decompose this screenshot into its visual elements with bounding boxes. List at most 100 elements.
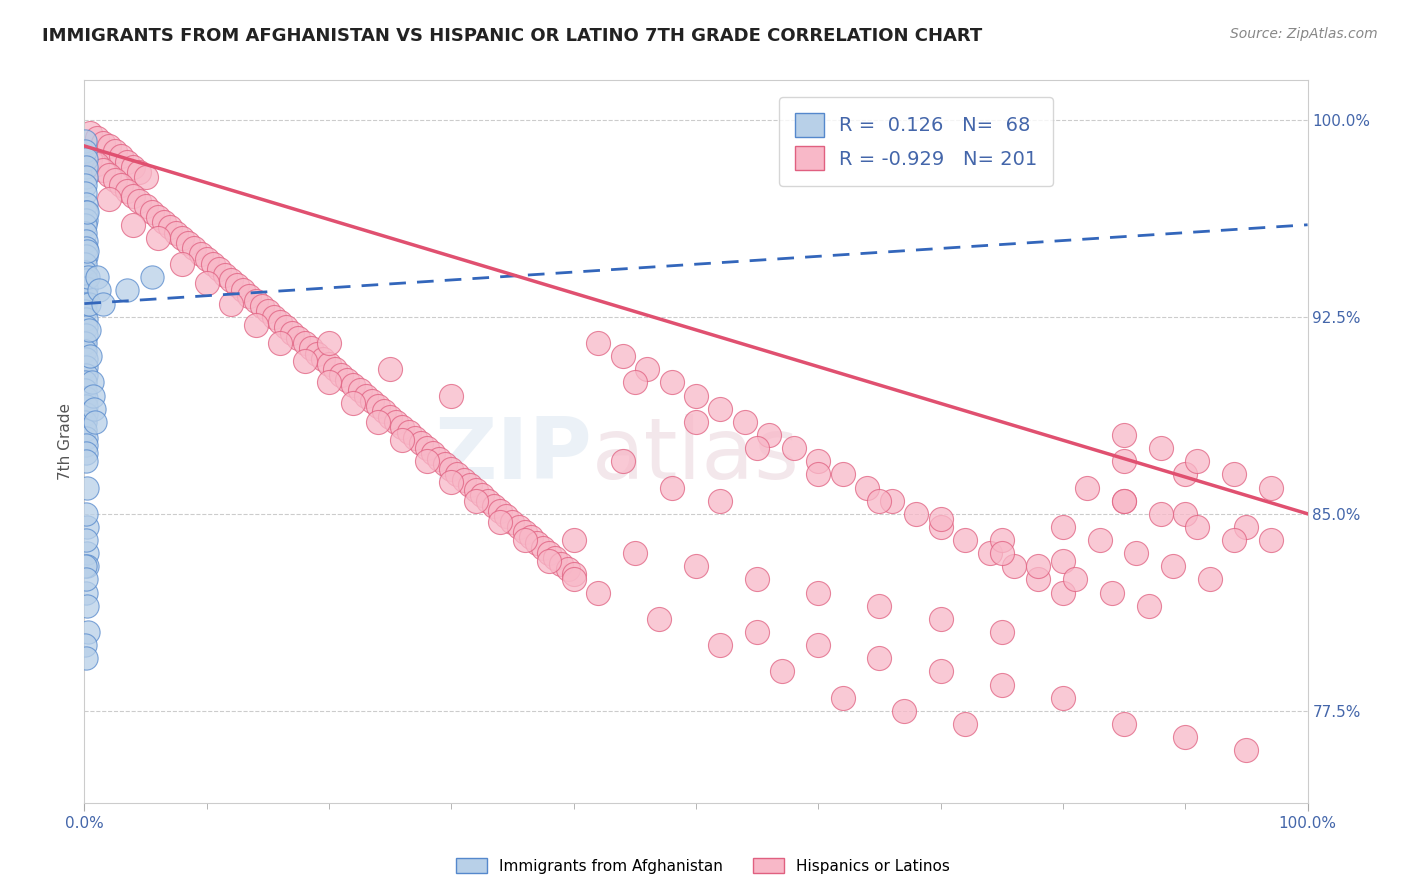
- Point: [373, 404, 395, 418]
- Point: [513, 533, 536, 547]
- Point: [75, 343, 97, 358]
- Point: [953, 533, 976, 547]
- Point: [75, 368, 97, 382]
- Point: [502, 515, 524, 529]
- Point: [612, 454, 634, 468]
- Point: [76, 559, 98, 574]
- Point: [1088, 533, 1111, 547]
- Text: atlas: atlas: [592, 415, 800, 498]
- Point: [1052, 690, 1074, 705]
- Point: [77, 270, 100, 285]
- Point: [508, 520, 530, 534]
- Point: [531, 541, 554, 555]
- Point: [422, 446, 444, 460]
- Point: [91, 296, 114, 310]
- Point: [75, 273, 97, 287]
- Point: [747, 441, 769, 455]
- Point: [75, 234, 97, 248]
- Point: [624, 546, 647, 560]
- Point: [75, 384, 97, 398]
- Point: [831, 467, 853, 482]
- Point: [807, 467, 830, 482]
- Point: [73, 376, 96, 390]
- Point: [76, 520, 98, 534]
- Point: [562, 573, 585, 587]
- Point: [1150, 441, 1173, 455]
- Point: [1161, 559, 1184, 574]
- Point: [905, 507, 928, 521]
- Point: [404, 431, 426, 445]
- Point: [75, 152, 97, 166]
- Point: [79, 126, 101, 140]
- Point: [1198, 573, 1220, 587]
- Point: [299, 341, 322, 355]
- Point: [807, 585, 830, 599]
- Point: [489, 504, 512, 518]
- Point: [979, 546, 1001, 560]
- Point: [385, 415, 408, 429]
- Point: [77, 323, 100, 337]
- Point: [208, 262, 231, 277]
- Point: [464, 493, 486, 508]
- Point: [190, 246, 212, 260]
- Point: [75, 289, 97, 303]
- Point: [349, 384, 371, 398]
- Point: [1236, 520, 1258, 534]
- Point: [1187, 520, 1209, 534]
- Point: [159, 220, 181, 235]
- Point: [318, 376, 340, 390]
- Point: [440, 388, 463, 402]
- Point: [416, 454, 439, 468]
- Point: [75, 320, 97, 334]
- Point: [544, 551, 567, 566]
- Point: [115, 184, 138, 198]
- Point: [135, 170, 157, 185]
- Point: [869, 493, 891, 508]
- Point: [685, 559, 707, 574]
- Point: [770, 665, 793, 679]
- Point: [586, 585, 609, 599]
- Point: [1028, 559, 1050, 574]
- Point: [1064, 573, 1087, 587]
- Point: [648, 612, 671, 626]
- Point: [550, 557, 572, 571]
- Point: [1101, 585, 1123, 599]
- Point: [135, 199, 157, 213]
- Point: [1114, 454, 1136, 468]
- Point: [1114, 717, 1136, 731]
- Point: [75, 304, 97, 318]
- Point: [214, 268, 236, 282]
- Point: [76, 204, 98, 219]
- Point: [409, 435, 432, 450]
- Point: [219, 273, 242, 287]
- Point: [128, 165, 150, 179]
- Point: [1076, 481, 1098, 495]
- Point: [79, 152, 101, 166]
- Point: [73, 134, 96, 148]
- Point: [1174, 467, 1197, 482]
- Point: [76, 599, 98, 613]
- Point: [482, 499, 505, 513]
- Point: [416, 441, 439, 455]
- Point: [75, 212, 97, 227]
- Point: [172, 231, 194, 245]
- Point: [97, 192, 120, 206]
- Point: [153, 215, 176, 229]
- Point: [75, 399, 97, 413]
- Point: [1174, 730, 1197, 744]
- Point: [86, 157, 108, 171]
- Point: [929, 512, 952, 526]
- Point: [73, 415, 96, 429]
- Point: [427, 451, 450, 466]
- Point: [75, 507, 97, 521]
- Point: [128, 194, 150, 208]
- Point: [201, 257, 224, 271]
- Point: [146, 231, 169, 245]
- Point: [195, 252, 218, 266]
- Point: [991, 546, 1014, 560]
- Point: [195, 276, 218, 290]
- Point: [1002, 559, 1025, 574]
- Point: [318, 357, 340, 371]
- Point: [75, 391, 97, 405]
- Point: [709, 401, 731, 416]
